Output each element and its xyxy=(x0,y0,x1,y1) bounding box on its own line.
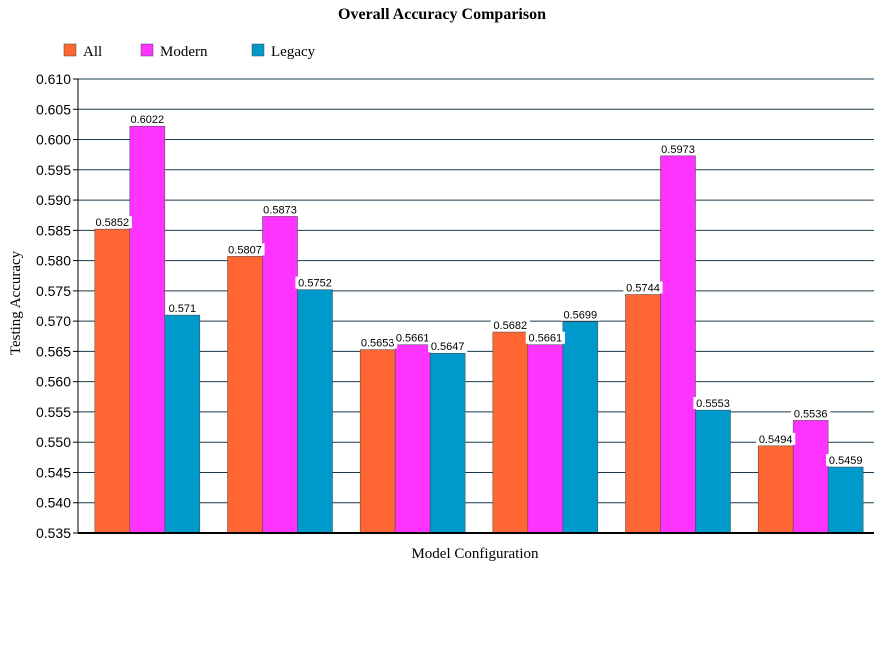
legend-label-legacy: Legacy xyxy=(271,44,316,60)
bar-legacy xyxy=(429,352,466,534)
y-tick-label: 0.545 xyxy=(36,464,71,480)
value-label: 0.5852 xyxy=(96,217,130,229)
value-label-bg xyxy=(393,331,433,344)
axes xyxy=(77,79,874,534)
legend-label-modern: Modern xyxy=(160,44,208,60)
bar-legacy xyxy=(562,321,599,534)
bar-all xyxy=(94,228,131,534)
value-label-bg xyxy=(693,397,733,410)
value-label: 0.5647 xyxy=(431,341,465,353)
bar-all xyxy=(359,349,396,534)
value-label: 0.5459 xyxy=(829,455,863,467)
bar-legacy xyxy=(164,314,201,534)
value-label-bg xyxy=(428,340,468,353)
chart-title: Overall Accuracy Comparison xyxy=(338,6,546,23)
value-label-bg xyxy=(756,432,796,445)
value-label: 0.5536 xyxy=(794,408,828,420)
y-tick-label: 0.575 xyxy=(36,283,71,299)
y-tick-label: 0.600 xyxy=(36,132,71,148)
value-label: 0.6022 xyxy=(131,114,165,126)
y-axis-ticks: 0.535 0.540 0.545 0.550 0.555 0.560 0.565 0.570… xyxy=(36,71,78,541)
bar-modern xyxy=(394,344,431,534)
x-axis-label: Model Configuration xyxy=(411,546,539,562)
bar-modern xyxy=(527,344,564,534)
value-label: 0.5973 xyxy=(661,144,695,156)
y-tick-label: 0.580 xyxy=(36,253,71,269)
legend-swatch-modern xyxy=(140,43,154,57)
legend-label-all: All xyxy=(83,44,102,60)
bar-modern xyxy=(792,420,829,534)
value-labels: 0.5852 0.6022 0.571 0.5807 0.5873 0.5752 0.565… xyxy=(92,113,866,467)
y-tick-label: 0.565 xyxy=(36,343,71,359)
value-label: 0.5744 xyxy=(626,282,660,294)
value-label-bg xyxy=(260,203,300,216)
y-axis-label: Testing Accuracy xyxy=(8,250,24,355)
value-label-bg xyxy=(623,281,663,294)
value-label: 0.5661 xyxy=(396,333,430,345)
value-label-bg xyxy=(490,319,530,332)
bar-modern xyxy=(660,155,696,534)
y-tick-label: 0.610 xyxy=(36,71,71,87)
legend-swatch-all xyxy=(63,43,77,57)
value-label-bg xyxy=(525,331,565,344)
value-label-bg xyxy=(225,243,265,256)
chart-legend: All Modern Legacy xyxy=(63,43,316,60)
value-label: 0.5661 xyxy=(529,333,563,345)
value-label-bg xyxy=(127,113,167,126)
grid-lines xyxy=(78,78,874,504)
bar-modern xyxy=(129,125,166,534)
value-label-bg xyxy=(358,336,398,349)
bar-all xyxy=(492,331,529,534)
y-tick-label: 0.540 xyxy=(36,495,71,511)
value-label-bg xyxy=(658,142,698,155)
y-tick-label: 0.585 xyxy=(36,222,71,238)
y-tick-label: 0.590 xyxy=(36,192,71,208)
value-label-bg xyxy=(165,302,199,315)
value-label: 0.5807 xyxy=(228,244,262,256)
y-tick-label: 0.570 xyxy=(36,313,71,329)
value-label: 0.5873 xyxy=(263,204,297,216)
bar-legacy xyxy=(827,466,864,534)
legend-swatch-legacy xyxy=(251,43,265,57)
value-label-bg xyxy=(560,308,600,321)
value-label: 0.5752 xyxy=(298,278,332,290)
bar-legacy xyxy=(297,289,333,534)
value-label: 0.5653 xyxy=(361,338,395,350)
value-label: 0.571 xyxy=(169,303,197,315)
y-tick-label: 0.595 xyxy=(36,162,71,178)
y-tick-label: 0.555 xyxy=(36,404,71,420)
value-label-bg xyxy=(791,407,831,420)
y-tick-label: 0.605 xyxy=(36,101,71,117)
value-label: 0.5699 xyxy=(564,310,598,322)
y-tick-label: 0.550 xyxy=(36,434,71,450)
bar-modern xyxy=(262,216,298,534)
value-label-bg xyxy=(826,454,866,467)
value-label: 0.5494 xyxy=(759,434,793,446)
bar-all xyxy=(757,445,794,534)
value-label-bg xyxy=(295,276,335,289)
y-tick-label: 0.560 xyxy=(36,374,71,390)
value-label-bg xyxy=(92,216,132,229)
y-tick-label: 0.535 xyxy=(36,525,71,541)
value-label: 0.5682 xyxy=(494,320,528,332)
bars-group xyxy=(94,125,864,534)
value-label: 0.5553 xyxy=(696,398,730,410)
bar-legacy xyxy=(695,409,731,534)
bar-all xyxy=(227,256,263,534)
bar-all xyxy=(625,294,661,534)
